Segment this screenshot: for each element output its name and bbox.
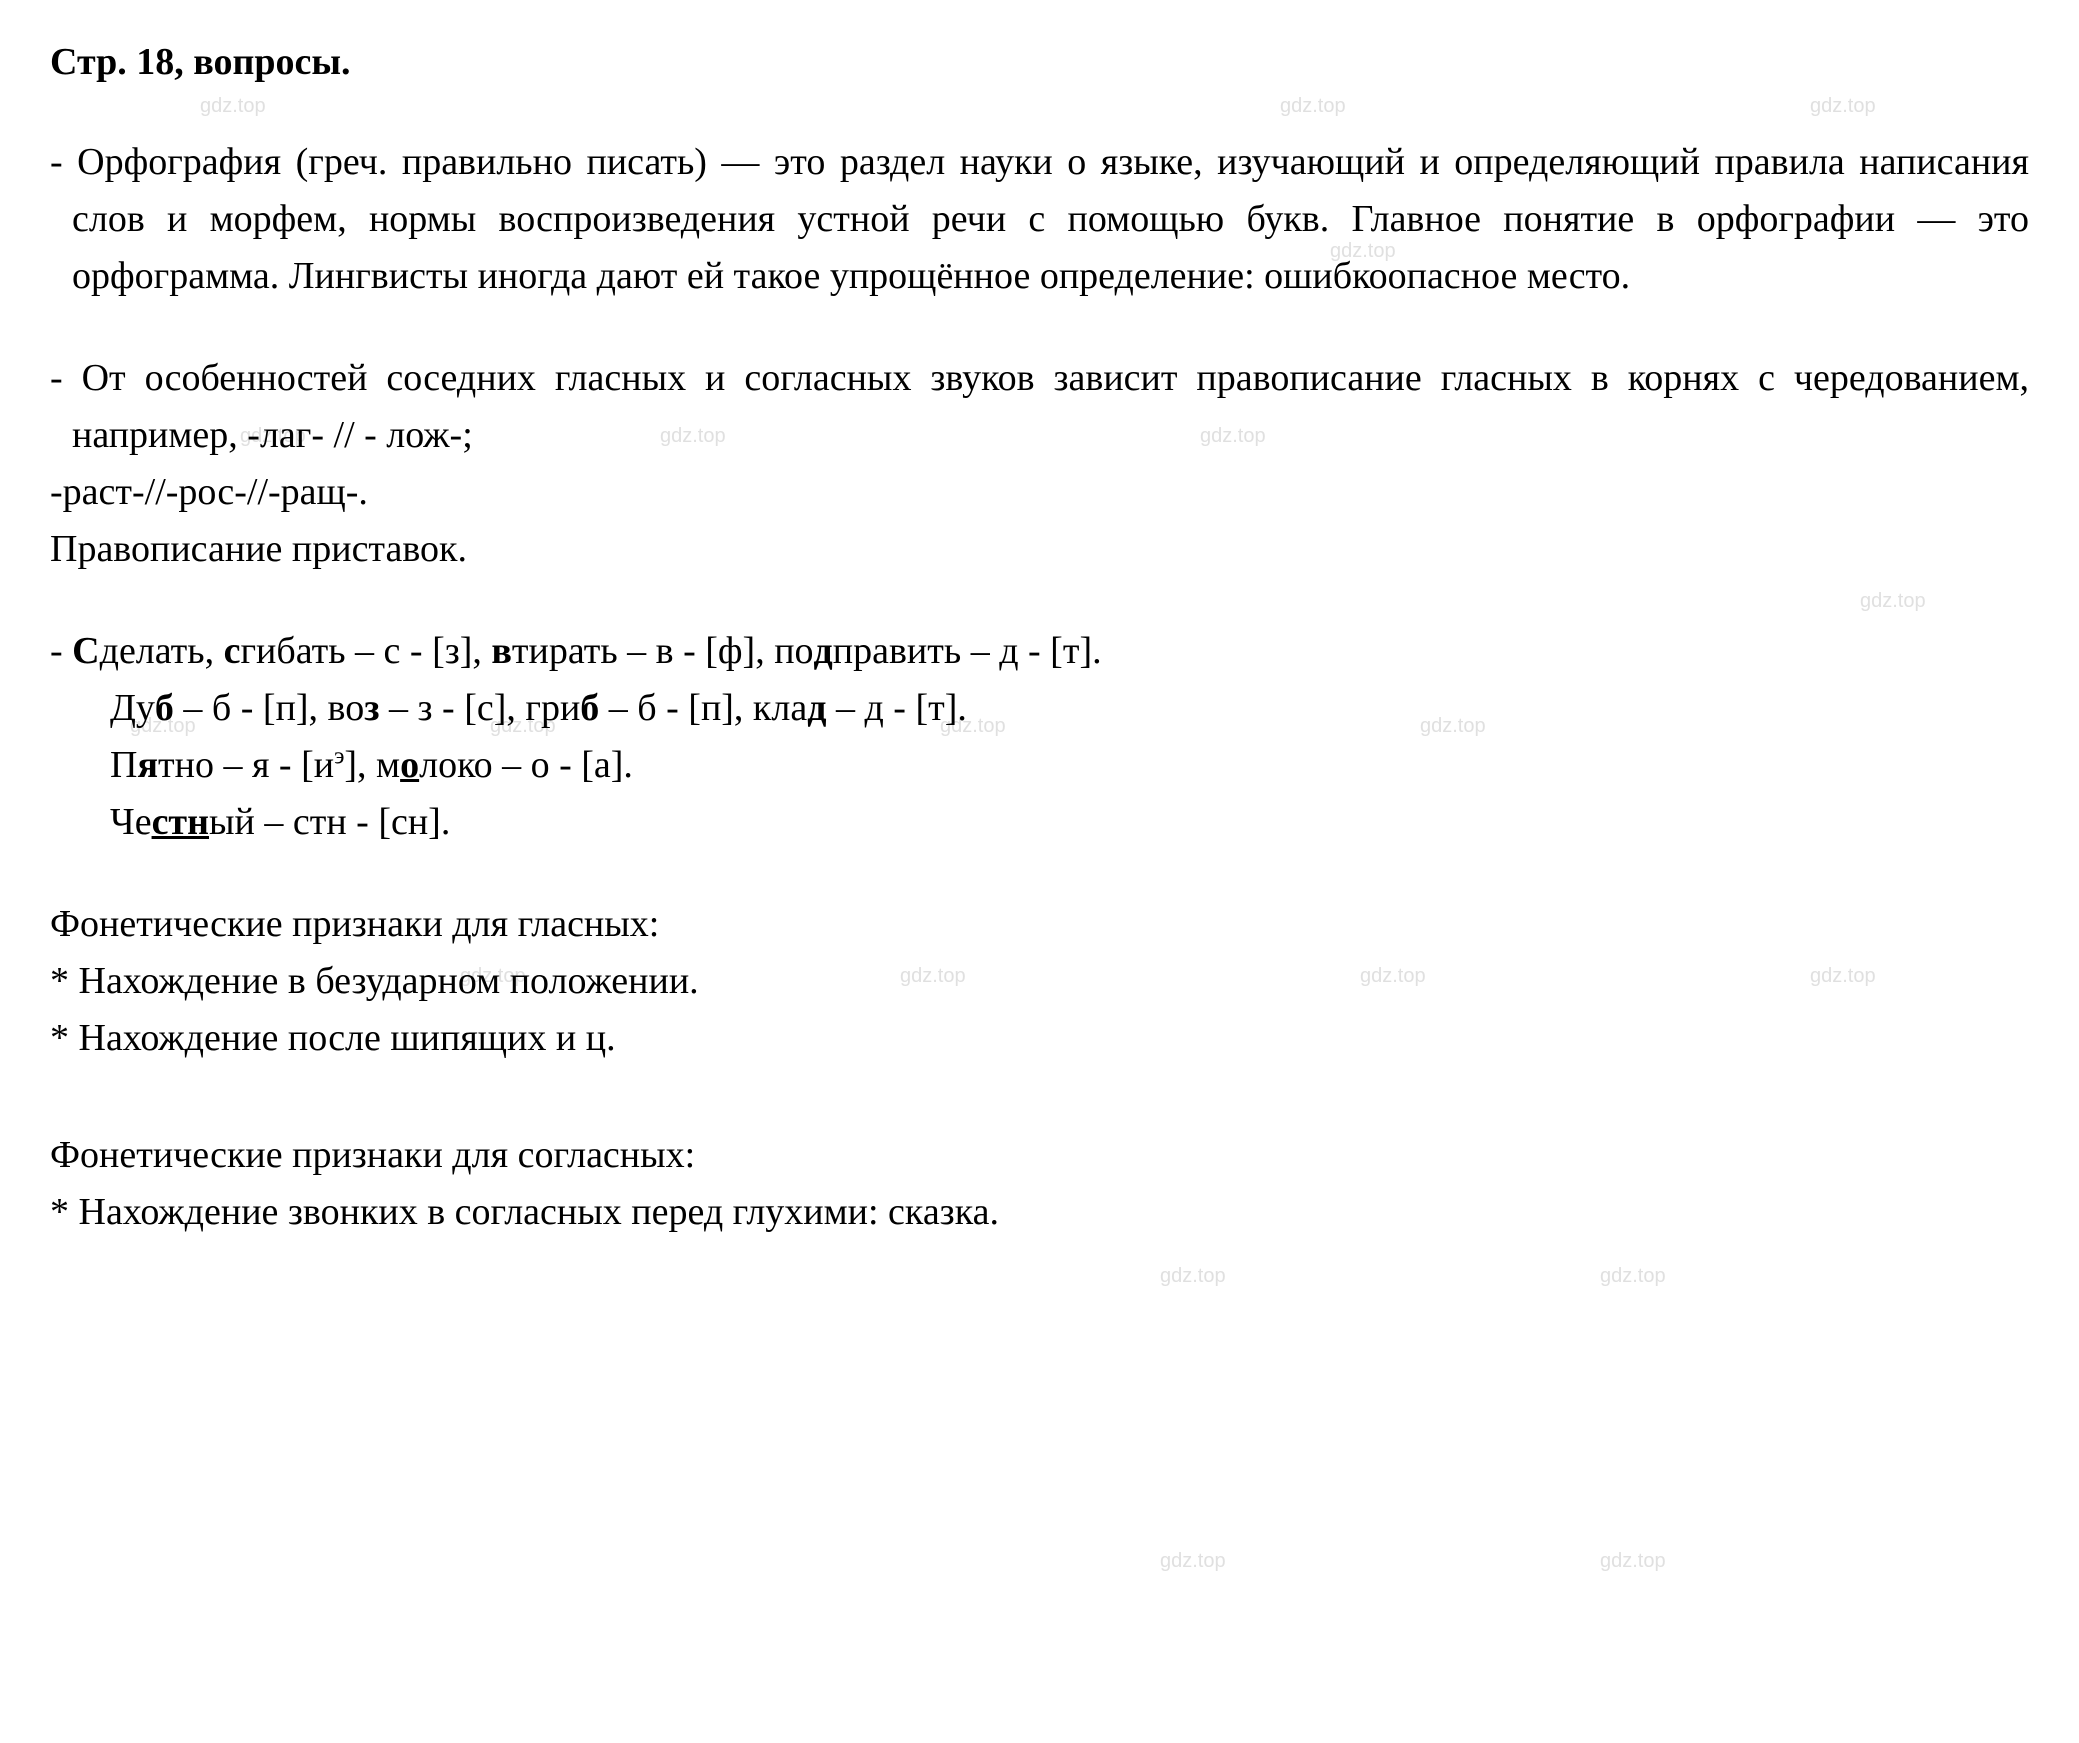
example-line-4: Честный – стн - [сн]. <box>110 794 2029 851</box>
ex1-b4: д <box>814 630 833 672</box>
ex2-b3: б <box>580 687 599 729</box>
section1-title: Фонетические признаки для гласных: <box>50 896 2029 953</box>
ex4-under: стн <box>152 801 209 843</box>
watermark-text: gdz.top <box>1160 1265 1226 1288</box>
watermark-text: gdz.top <box>1160 1550 1226 1573</box>
section-consonants: Фонетические признаки для согласных: * Н… <box>50 1127 2029 1241</box>
example-line-3: Пятно – я - [иэ], молоко – о - [а]. <box>110 737 2029 794</box>
ex2-t3: – з - [с], гри <box>380 687 581 729</box>
paragraph-orthography: - Орфография (греч. правильно писать) — … <box>50 134 2029 305</box>
ex3-t3: ], м <box>344 744 400 786</box>
example-line-2: Дуб – б - [п], воз – з - [с], гриб – б -… <box>110 680 2029 737</box>
p2-line2: -раст-//-рос-//-ращ-. <box>50 464 2029 521</box>
ex1-b1: С <box>72 630 99 672</box>
paragraph-phonetics: - От особенностей соседних гласных и сог… <box>50 350 2029 578</box>
ex2-t4: – б - [п], кла <box>599 687 807 729</box>
section-vowels: Фонетические признаки для гласных: * Нах… <box>50 896 2029 1067</box>
ex2-t1: Ду <box>110 687 155 729</box>
ex4-t2: ый – стн - [сн]. <box>209 801 450 843</box>
p2-line1: - От особенностей соседних гласных и сог… <box>50 350 2029 464</box>
examples-block: - Сделать, сгибать – с - [з], втирать – … <box>50 623 2029 851</box>
ex1-t1: делать, <box>100 630 224 672</box>
section1-item2: * Нахождение после шипящих и ц. <box>50 1010 2029 1067</box>
ex2-t5: – д - [т]. <box>826 687 966 729</box>
ex3-b1: я <box>137 744 158 786</box>
ex1-t2: гибать – с - [з], <box>240 630 491 672</box>
ex4-t1: Че <box>110 801 152 843</box>
ex2-b4: д <box>807 687 826 729</box>
watermark-text: gdz.top <box>1600 1550 1666 1573</box>
ex1-b3: в <box>491 630 512 672</box>
section2-item1: * Нахождение звонких в согласных перед г… <box>50 1184 2029 1241</box>
ex1-prefix: - <box>50 630 72 672</box>
ex1-t4: править – д - [т]. <box>833 630 1102 672</box>
ex3-sup: э <box>334 743 344 769</box>
ex3-t1: П <box>110 744 137 786</box>
section1-item1: * Нахождение в безударном положении. <box>50 953 2029 1010</box>
ex2-b2: з <box>364 687 379 729</box>
ex2-t2: – б - [п], во <box>174 687 364 729</box>
p2-line3: Правописание приставок. <box>50 521 2029 578</box>
section2-title: Фонетические признаки для согласных: <box>50 1127 2029 1184</box>
example-line-1: - Сделать, сгибать – с - [з], втирать – … <box>50 623 2029 680</box>
ex1-b2: с <box>224 630 241 672</box>
ex3-t4: локо – о - [а]. <box>419 744 633 786</box>
page-title: Стр. 18, вопросы. <box>50 40 2029 84</box>
ex1-t3: тирать – в - [ф], по <box>512 630 814 672</box>
ex2-b1: б <box>155 687 174 729</box>
watermark-text: gdz.top <box>1600 1265 1666 1288</box>
ex3-under: о <box>400 744 419 786</box>
ex3-t2: тно – я - [и <box>158 744 334 786</box>
